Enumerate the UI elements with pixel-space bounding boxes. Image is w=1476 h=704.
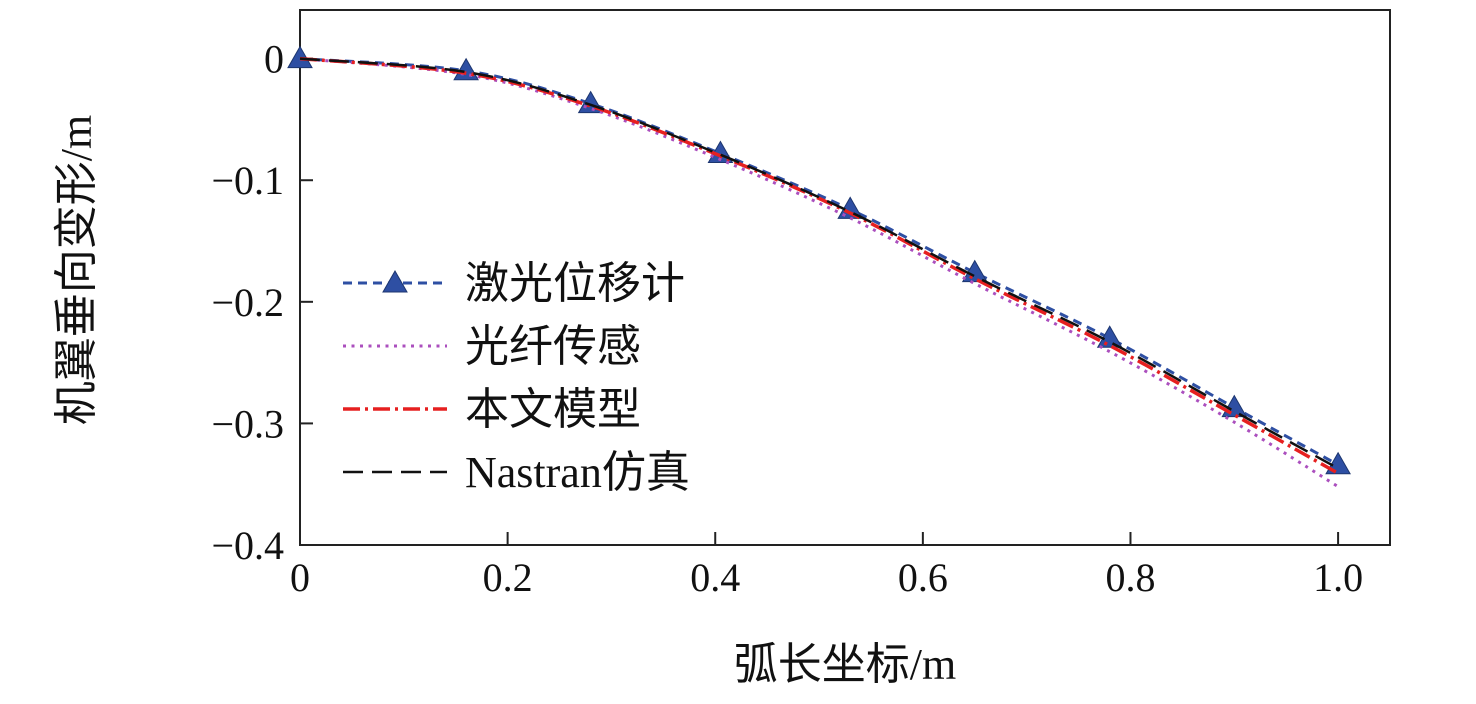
y-tick-label: −0.3 xyxy=(211,401,284,446)
x-tick-label: 0.4 xyxy=(690,555,740,600)
x-tick-label: 0.2 xyxy=(483,555,533,600)
y-tick-label: −0.1 xyxy=(211,158,284,203)
x-tick-label: 0.8 xyxy=(1105,555,1155,600)
x-tick-label: 0 xyxy=(290,555,310,600)
y-axis-label: 机翼垂向变形/m xyxy=(52,114,101,426)
legend-label-laser: 激光位移计 xyxy=(465,259,685,308)
legend-label-model: 本文模型 xyxy=(465,385,641,434)
legend-label-nastran: Nastran仿真 xyxy=(465,448,690,497)
legend-label-fiber: 光纤传感 xyxy=(465,322,641,371)
series-line-laser xyxy=(299,57,1339,467)
y-tick-label: −0.2 xyxy=(211,280,284,325)
x-tick-label: 1.0 xyxy=(1313,555,1363,600)
series-line-model xyxy=(299,56,1339,475)
series-marker-laser xyxy=(961,259,988,283)
y-tick-label: 0 xyxy=(264,37,284,82)
plot-frame xyxy=(299,9,1391,546)
series-line-fiber xyxy=(299,57,1339,488)
x-axis-label: 弧长坐标/m xyxy=(733,640,957,689)
series-line-nastran xyxy=(299,57,1339,470)
x-tick-label: 0.6 xyxy=(898,555,948,600)
y-tick-label: −0.4 xyxy=(211,523,284,568)
legend-marker-laser xyxy=(382,269,408,293)
series-marker-laser xyxy=(287,45,313,69)
series-marker-laser xyxy=(1096,325,1123,348)
